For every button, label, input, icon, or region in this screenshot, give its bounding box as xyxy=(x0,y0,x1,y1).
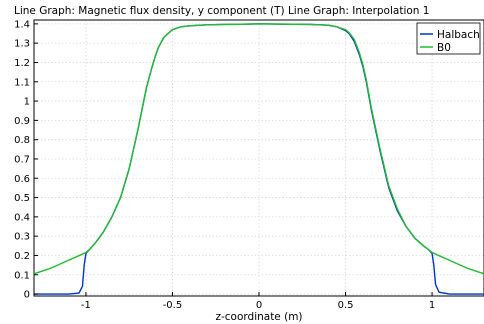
x-axis-ticks: -1 -0.5 0 0.5 1 xyxy=(81,292,435,311)
series-lines xyxy=(33,23,484,295)
x-tick-label: -1 xyxy=(81,300,91,311)
y-tick-label: 0 xyxy=(24,290,30,301)
y-tick-label: 1 xyxy=(24,97,30,108)
grid xyxy=(34,20,484,296)
x-tick-label: -0.5 xyxy=(163,300,183,311)
y-tick-label: 1.3 xyxy=(14,39,30,50)
x-tick-label: 1 xyxy=(429,300,435,311)
series-line-b0 xyxy=(33,23,484,275)
y-tick-label: 0.1 xyxy=(14,270,30,281)
x-axis-label: z-coordinate (m) xyxy=(215,311,302,323)
y-tick-label: 0.9 xyxy=(14,116,30,127)
legend-box xyxy=(416,22,481,55)
y-axis-ticks: 0 0.1 0.2 0.3 0.4 0.5 0.6 0.7 0.8 0.9 1 1.1 1.2 1.3 1.… xyxy=(14,19,38,301)
y-tick-label: 0.8 xyxy=(14,135,30,146)
x-tick-label: 0 xyxy=(256,300,262,311)
legend: Halbach B0 xyxy=(416,22,481,55)
y-tick-label: 0.2 xyxy=(14,251,30,262)
legend-label-halbach: Halbach xyxy=(437,29,480,41)
chart-title: Line Graph: Magnetic flux density, y com… xyxy=(14,5,429,17)
y-tick-label: 1.2 xyxy=(14,58,30,69)
x-tick-label: 0.5 xyxy=(338,300,354,311)
y-tick-label: 0.3 xyxy=(14,232,30,243)
y-tick-label: 0.6 xyxy=(14,174,30,185)
y-tick-label: 0.7 xyxy=(14,154,30,165)
y-tick-label: 1.1 xyxy=(14,77,30,88)
legend-label-b0: B0 xyxy=(437,42,451,54)
y-tick-label: 0.5 xyxy=(14,193,30,204)
y-tick-label: 0.4 xyxy=(14,212,30,223)
y-tick-label: 1.4 xyxy=(14,19,30,30)
